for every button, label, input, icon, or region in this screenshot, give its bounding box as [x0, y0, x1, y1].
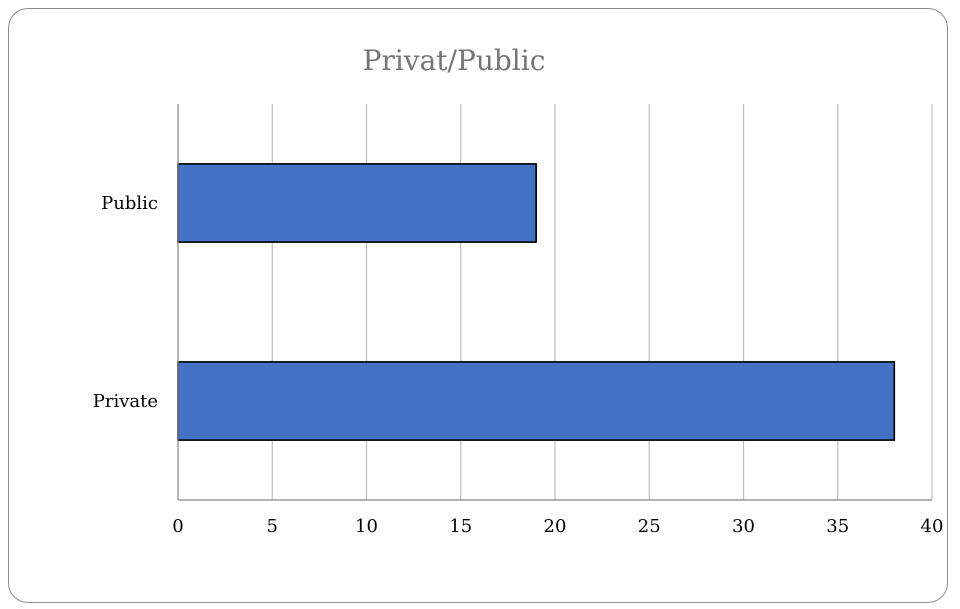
- x-tick-label-15: 15: [449, 516, 472, 537]
- chart-title: Privat/Public: [363, 44, 546, 77]
- axes: [177, 104, 932, 501]
- y-category-label-public: Public: [101, 193, 158, 214]
- x-tick-label-30: 30: [732, 516, 755, 537]
- x-tick-label-0: 0: [172, 516, 183, 537]
- x-tick-label-35: 35: [826, 516, 849, 537]
- bar-public: [177, 163, 537, 243]
- x-tick-label-10: 10: [355, 516, 378, 537]
- x-tick-label-40: 40: [921, 516, 944, 537]
- x-tick-label-25: 25: [638, 516, 661, 537]
- bar-private: [177, 361, 896, 441]
- chart-frame: [8, 8, 948, 603]
- axis-labels: 0 5 10 15 20 25 30 35 40 Public Private: [93, 193, 944, 537]
- bars: [177, 163, 896, 441]
- x-tick-label-20: 20: [544, 516, 567, 537]
- y-category-label-private: Private: [93, 391, 158, 412]
- x-tick-label-5: 5: [267, 516, 278, 537]
